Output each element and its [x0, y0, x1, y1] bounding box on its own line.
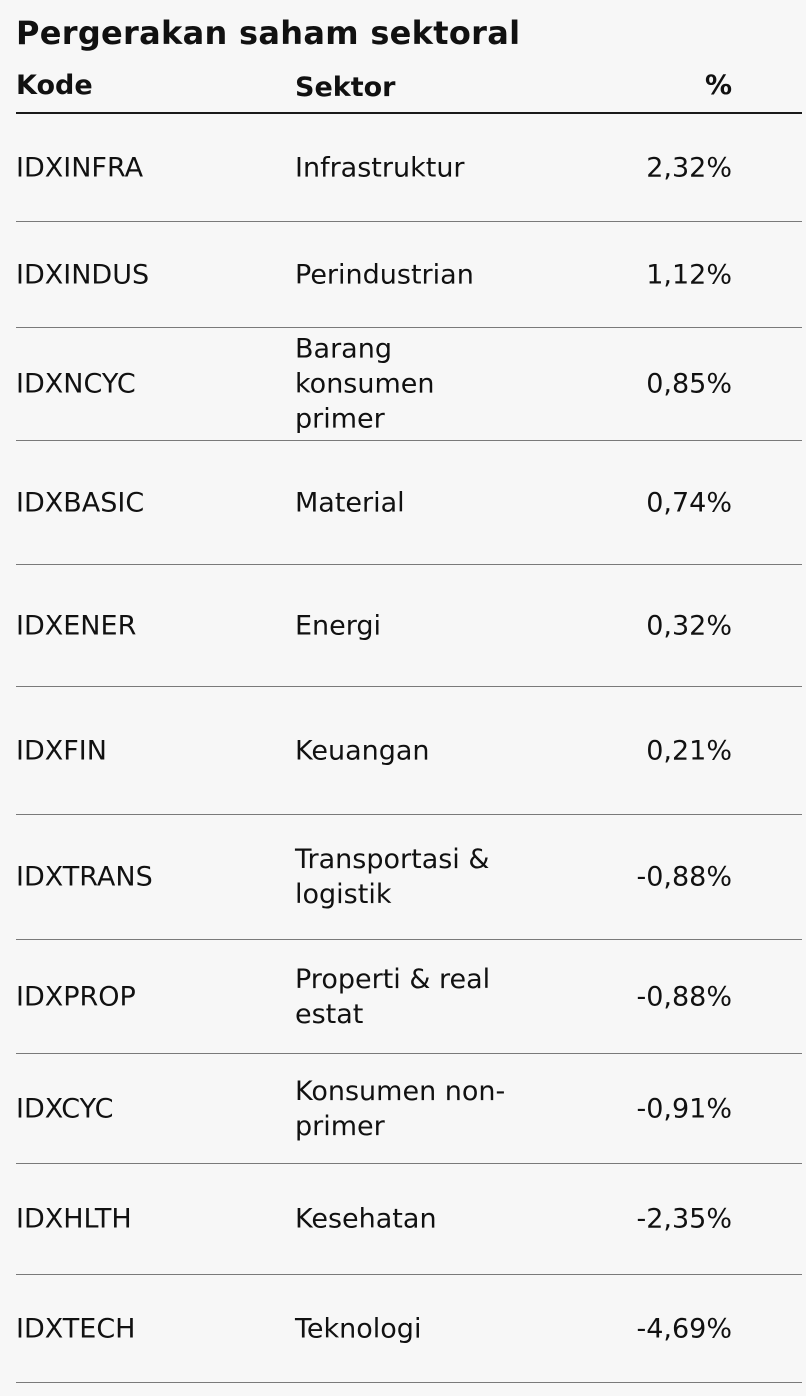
table-header: Kode Sektor % [16, 66, 802, 114]
row-kode: IDXBASIC [16, 487, 145, 518]
table-row: IDXNCYC Barang konsumen primer 0,85% [16, 328, 802, 441]
row-kode: IDXTRANS [16, 861, 153, 893]
row-percent: -0,91% [636, 1093, 732, 1124]
row-percent: 1,12% [646, 259, 732, 290]
row-sektor: Teknologi [295, 1313, 422, 1344]
table-row: IDXHLTH Kesehatan -2,35% [16, 1164, 802, 1275]
row-kode: IDXFIN [16, 735, 107, 766]
row-sektor: Kesehatan [295, 1203, 437, 1235]
table-row: IDXINDUS Perindustrian 1,12% [16, 222, 802, 328]
row-sektor: Material [295, 487, 405, 518]
row-percent: -0,88% [636, 861, 732, 893]
row-percent: 2,32% [646, 152, 732, 183]
table-row: IDXINFRA Infrastruktur 2,32% [16, 114, 802, 222]
row-percent: 0,74% [646, 487, 732, 518]
column-header-percent: % [704, 70, 732, 101]
row-sektor: Properti & real estat [295, 963, 491, 1030]
row-kode: IDXHLTH [16, 1203, 132, 1235]
row-sektor: Barang konsumen primer [295, 333, 435, 435]
row-percent: -2,35% [636, 1203, 732, 1235]
row-kode: IDXENER [16, 610, 137, 641]
column-header-kode: Kode [16, 70, 93, 101]
row-sektor: Transportasi & logistik [295, 844, 490, 910]
column-header-sektor: Sektor [295, 72, 396, 103]
row-percent: 0,21% [646, 735, 732, 766]
table-row: IDXFIN Keuangan 0,21% [16, 687, 802, 815]
row-sektor: Perindustrian [295, 259, 474, 290]
row-kode: IDXTECH [16, 1313, 136, 1344]
table-row: IDXENER Energi 0,32% [16, 565, 802, 687]
row-sektor: Energi [295, 610, 382, 641]
row-percent: 0,85% [646, 368, 732, 400]
table-row: IDXTECH Teknologi -4,69% [16, 1275, 802, 1383]
row-kode: IDXPROP [16, 981, 136, 1012]
row-kode: IDXINFRA [16, 152, 144, 183]
row-percent: 0,32% [646, 610, 732, 641]
row-percent: -4,69% [636, 1313, 732, 1344]
table-row: IDXTRANS Transportasi & logistik -0,88% [16, 815, 802, 940]
table-row: IDXBASIC Material 0,74% [16, 441, 802, 565]
row-sektor: Konsumen non-primer [295, 1075, 506, 1142]
row-kode: IDXNCYC [16, 368, 136, 400]
row-sektor: Keuangan [295, 735, 430, 766]
table-row: IDXPROP Properti & real estat -0,88% [16, 940, 802, 1054]
table-row: IDXCYC Konsumen non-primer -0,91% [16, 1054, 802, 1164]
table-title: Pergerakan saham sektoral [16, 14, 521, 52]
row-kode: IDXCYC [16, 1093, 114, 1124]
row-kode: IDXINDUS [16, 259, 150, 290]
row-sektor: Infrastruktur [295, 152, 465, 183]
row-percent: -0,88% [636, 981, 732, 1012]
